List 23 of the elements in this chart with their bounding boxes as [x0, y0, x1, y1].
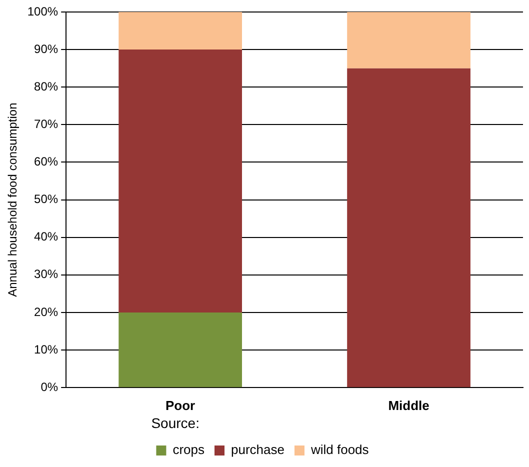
y-tick-label: 70%	[34, 116, 58, 131]
y-tick-label: 10%	[34, 342, 58, 356]
bar	[118, 12, 242, 50]
bar	[118, 50, 242, 312]
y-tick-label: 30%	[34, 267, 58, 282]
y-tick-label: 50%	[34, 192, 58, 206]
y-tick-label: 60%	[34, 154, 58, 169]
y-axis-title: Annual household food consumption	[6, 102, 20, 297]
legend-label: purchase	[231, 442, 284, 458]
bar	[347, 68, 470, 388]
y-tick-label: 20%	[34, 304, 58, 319]
x-tick-label: Poor	[166, 398, 196, 413]
y-tick-label: 0%	[40, 380, 58, 394]
legend-label: crops	[172, 442, 205, 458]
source-note: Source:	[151, 415, 200, 432]
legend-label: wild foods	[310, 442, 370, 458]
x-tick-label: Middle	[388, 398, 430, 413]
bar	[118, 312, 242, 388]
y-tick-label: 80%	[34, 79, 58, 94]
y-tick-label: 90%	[34, 42, 58, 56]
y-tick-label: 100%	[27, 4, 58, 18]
bar	[347, 12, 470, 68]
y-tick-label: 40%	[34, 230, 58, 244]
